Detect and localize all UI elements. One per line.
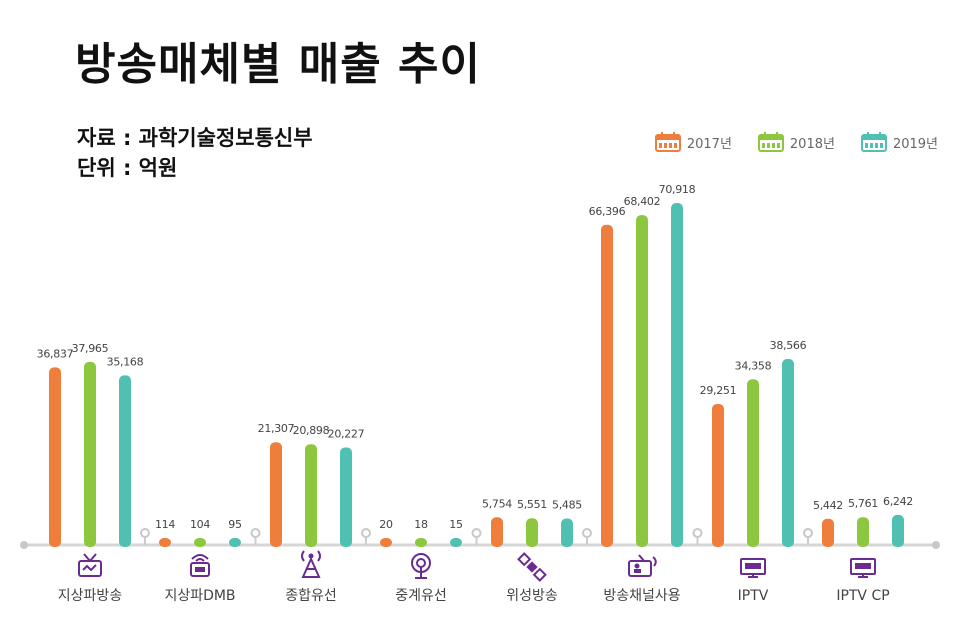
legend-item-2018: 2018년 (757, 132, 835, 152)
bar (229, 538, 241, 547)
bar (194, 538, 206, 547)
tv-icon (78, 553, 102, 577)
bar (380, 538, 392, 547)
data-label: 36,837 (37, 347, 74, 360)
data-label: 38,566 (770, 339, 807, 352)
axis-end-dot (20, 541, 28, 549)
bar (415, 538, 427, 547)
data-label: 18 (414, 518, 428, 531)
legend-label: 2018년 (789, 136, 835, 152)
category-label: 위성방송 (506, 588, 558, 604)
category-label: 방송채널사용 (603, 588, 680, 604)
legend-label: 2019년 (892, 136, 938, 152)
data-label: 5,754 (482, 497, 512, 510)
bar (340, 447, 352, 547)
data-label: 37,965 (72, 342, 109, 355)
calendar-icon (860, 132, 887, 152)
bar (561, 518, 573, 547)
bar (601, 224, 613, 547)
bar (857, 517, 869, 547)
group-separator-dot (140, 528, 150, 538)
bar (159, 538, 171, 547)
data-label: 68,402 (624, 195, 661, 208)
bar (782, 359, 794, 547)
iptv-monitor-icon (740, 558, 766, 578)
data-label: 114 (155, 518, 175, 531)
category-label: IPTV CP (836, 588, 889, 604)
channel-screen-icon (628, 554, 657, 577)
calendar-icon (757, 132, 784, 152)
unit-note: 단위 : 억원 (77, 156, 178, 180)
data-label: 66,396 (589, 205, 626, 218)
group-separator-dot (582, 528, 592, 538)
data-label: 34,358 (735, 359, 772, 372)
category-label: 중계유선 (395, 588, 447, 604)
legend-label: 2017년 (686, 136, 732, 152)
satellite-icon (517, 552, 547, 582)
iptv-cp-monitor-icon (850, 558, 876, 578)
bar (450, 538, 462, 547)
broadcast-signal-icon (411, 553, 431, 579)
data-label: 6,242 (883, 495, 913, 508)
legend-item-2019: 2019년 (860, 132, 938, 152)
data-label: 15 (449, 518, 463, 531)
bar (270, 442, 282, 547)
category-label: IPTV (738, 588, 769, 604)
data-label: 5,551 (517, 498, 547, 511)
category-label: 종합유선 (285, 588, 337, 604)
data-label: 70,918 (659, 183, 696, 196)
calendar-icon (654, 132, 681, 152)
chart-title: 방송매체별 매출 추이 (75, 39, 481, 90)
source-note: 자료 : 과학기술정보통신부 (77, 126, 313, 150)
bar (822, 518, 834, 547)
legend-item-2017: 2017년 (654, 132, 732, 152)
bar (747, 379, 759, 547)
data-label: 21,307 (258, 422, 295, 435)
data-label: 5,485 (552, 499, 582, 512)
data-label: 5,761 (848, 497, 878, 510)
data-label: 29,251 (700, 384, 737, 397)
bar (49, 367, 61, 547)
category-label: 지상파DMB (164, 588, 235, 604)
data-label: 104 (190, 518, 210, 531)
category-label: 지상파방송 (58, 588, 123, 604)
data-label: 95 (228, 518, 242, 531)
axis-end-dot (932, 541, 940, 549)
antenna-tower-icon (301, 550, 321, 578)
group-separator-dot (250, 528, 261, 538)
data-label: 20,898 (293, 424, 330, 437)
bar (491, 517, 503, 547)
bar (526, 518, 538, 547)
group-separator-dot (803, 528, 813, 538)
bar (671, 203, 683, 547)
data-label: 35,168 (107, 355, 144, 368)
bar (84, 361, 96, 547)
bar (636, 215, 648, 547)
legend: 2017년 2018년 2019년 (654, 132, 938, 152)
group-separator-dot (361, 528, 371, 538)
group-separator-dot (471, 528, 482, 538)
bar (892, 514, 904, 547)
bar (305, 444, 317, 547)
dmb-device-icon (190, 554, 210, 577)
bar (119, 375, 131, 547)
bar (712, 403, 724, 547)
data-label: 20 (379, 518, 393, 531)
data-label: 20,227 (328, 427, 365, 440)
group-separator-dot (692, 528, 703, 538)
data-label: 5,442 (813, 499, 843, 512)
